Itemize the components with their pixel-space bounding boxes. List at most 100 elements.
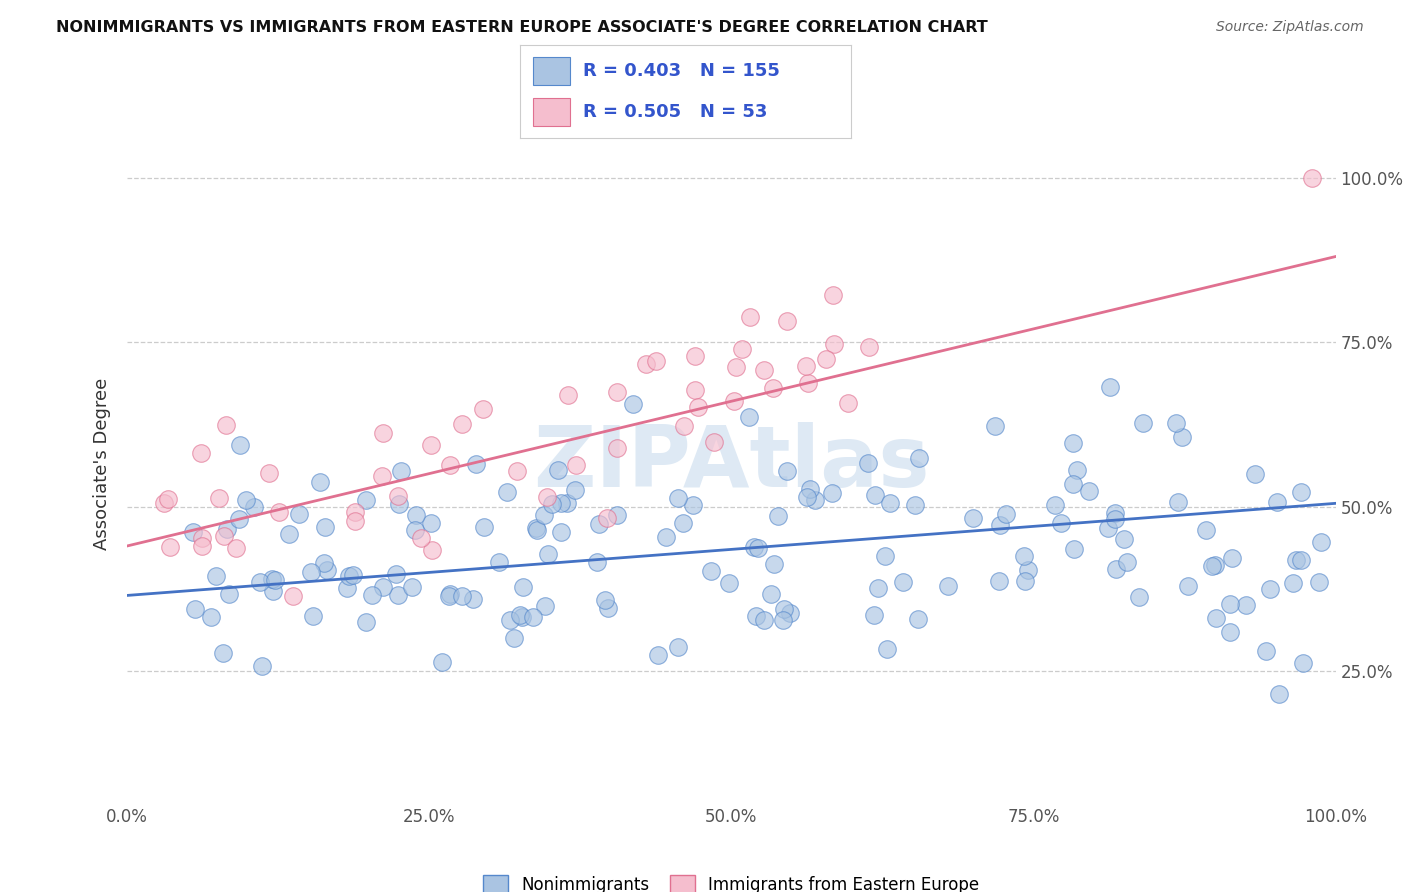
Point (742, 540, 765, 554)
Point (730, 343, 752, 357)
Point (371, 469, 394, 483)
Point (499, 613, 522, 627)
Point (215, 522, 238, 536)
Text: ZIPAtlas: ZIPAtlas (533, 422, 929, 506)
Point (799, 482, 821, 496)
Point (1201, 558, 1223, 573)
Point (672, 516, 695, 530)
Point (526, 523, 548, 537)
Point (725, 360, 748, 375)
Point (536, 490, 558, 504)
Point (773, 601, 796, 615)
Point (472, 402, 495, 417)
Point (1104, 512, 1126, 526)
Point (401, 580, 423, 594)
Point (766, 509, 789, 524)
Point (439, 587, 461, 601)
Point (260, 572, 283, 586)
Point (718, 576, 741, 591)
Point (547, 463, 569, 477)
Point (891, 574, 914, 589)
Point (754, 613, 776, 627)
Point (388, 497, 411, 511)
Point (1244, 467, 1267, 481)
Point (404, 523, 426, 537)
Point (876, 642, 898, 657)
Point (506, 464, 529, 478)
Point (762, 381, 785, 395)
Point (903, 498, 925, 512)
Point (183, 524, 205, 539)
Point (200, 609, 222, 624)
Point (1256, 644, 1278, 658)
Point (863, 488, 886, 502)
Point (463, 591, 485, 606)
Point (606, 441, 628, 455)
Point (564, 458, 586, 472)
Point (1309, 534, 1331, 549)
Point (703, 434, 725, 449)
Point (1062, 436, 1084, 450)
Point (409, 531, 432, 545)
Point (451, 589, 474, 603)
Point (723, 393, 745, 408)
Point (1017, 563, 1039, 577)
Point (281, 589, 304, 603)
Point (159, 541, 181, 555)
Point (1218, 597, 1240, 611)
Point (299, 565, 322, 579)
Point (873, 549, 896, 563)
Point (821, 486, 844, 500)
Point (588, 517, 610, 532)
Point (1043, 498, 1066, 512)
Point (190, 445, 212, 459)
Point (823, 336, 845, 351)
Point (550, 525, 572, 540)
Point (309, 475, 332, 489)
Point (191, 531, 214, 545)
Point (277, 527, 299, 541)
Point (212, 646, 235, 660)
Point (269, 504, 291, 518)
Point (344, 514, 367, 528)
Point (336, 581, 359, 595)
Point (1099, 380, 1122, 394)
Point (647, 648, 669, 662)
Point (1205, 611, 1227, 625)
Point (585, 555, 607, 569)
Point (682, 498, 704, 512)
Point (988, 574, 1011, 588)
Point (288, 507, 311, 521)
Text: R = 0.505   N = 53: R = 0.505 N = 53 (583, 103, 768, 121)
Point (451, 417, 474, 431)
Legend: Nonimmigrants, Immigrants from Eastern Europe: Nonimmigrants, Immigrants from Eastern E… (477, 869, 986, 892)
Point (1077, 483, 1099, 498)
Point (700, 564, 723, 578)
Text: Source: ZipAtlas.com: Source: ZipAtlas.com (1216, 20, 1364, 34)
Point (623, 397, 645, 411)
Point (738, 409, 761, 424)
Text: R = 0.403   N = 155: R = 0.403 N = 155 (583, 62, 780, 79)
Point (685, 383, 707, 397)
Point (510, 609, 533, 624)
Point (752, 362, 775, 376)
Point (666, 640, 689, 654)
Point (645, 354, 668, 368)
Point (796, 376, 818, 391)
Point (740, 310, 762, 325)
Bar (533, 57, 569, 85)
Point (1177, 579, 1199, 593)
Point (606, 508, 628, 523)
Point (1281, 576, 1303, 591)
Point (371, 581, 394, 595)
Point (1292, 657, 1315, 671)
Point (522, 609, 544, 624)
Point (314, 557, 336, 571)
Point (205, 568, 228, 582)
Point (794, 359, 817, 373)
Point (688, 400, 710, 414)
Point (503, 632, 526, 646)
Point (1258, 582, 1281, 596)
Point (371, 426, 394, 441)
Point (1195, 524, 1218, 538)
